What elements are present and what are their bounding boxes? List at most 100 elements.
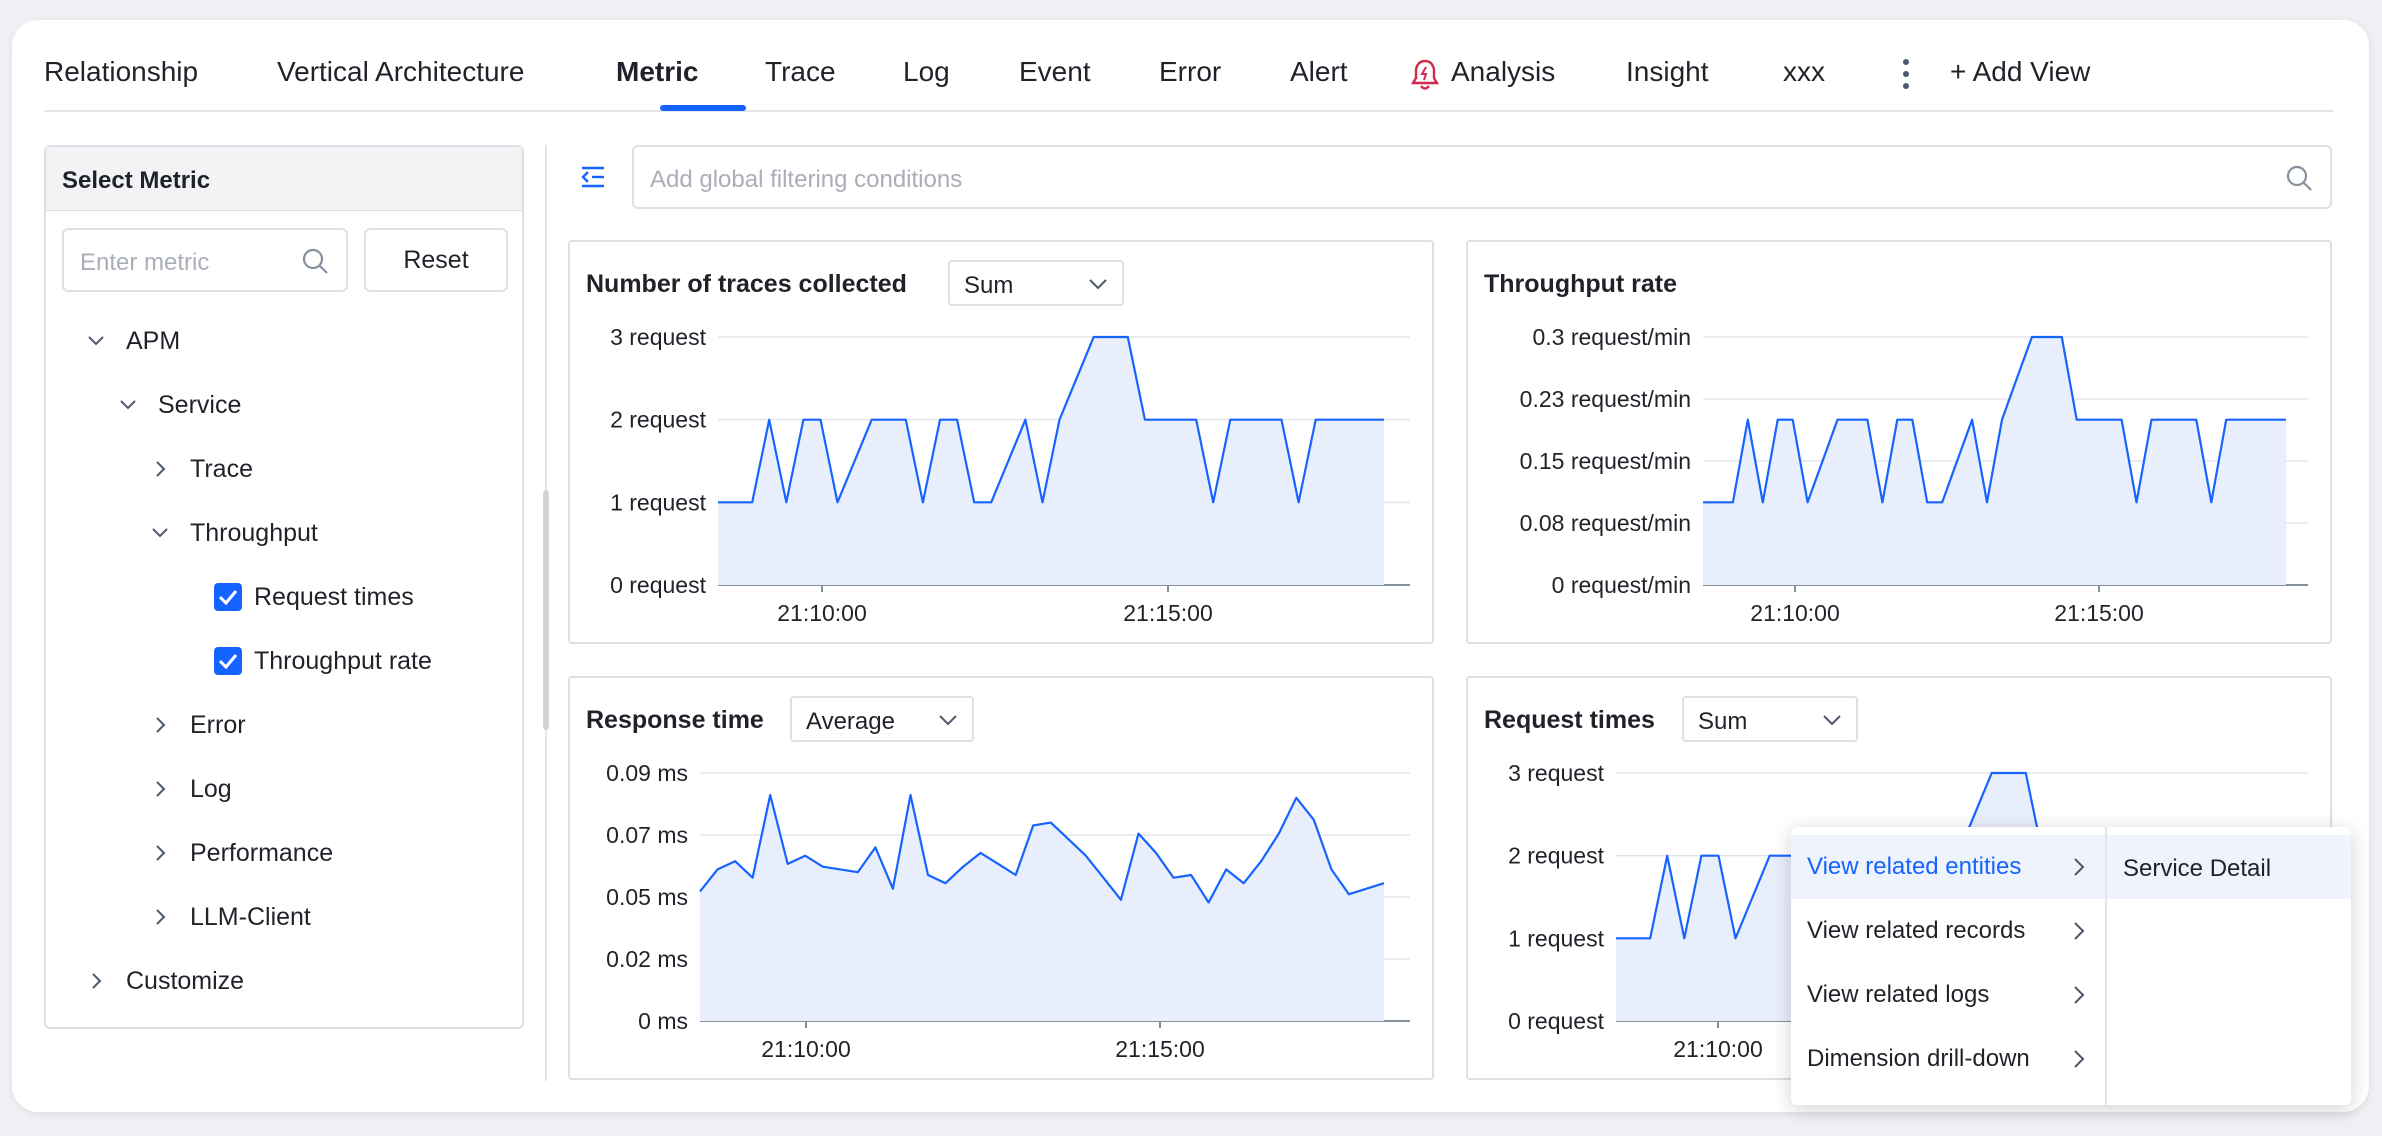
throughput-chart: 0 request/min 0.08 request/min 0.15 reques… [1520,324,2308,626]
x-tick-label: 21:10:00 [1750,600,1840,626]
chevron-right-icon[interactable] [150,907,170,927]
chevron-down-icon [1089,279,1107,290]
chevron-down-icon [1823,715,1841,726]
menu-item-label: View related entities [1807,853,2022,880]
search-icon [2286,165,2312,191]
x-tick-label: 21:10:00 [777,600,867,626]
chevron-down-icon[interactable] [150,523,170,543]
aggregation-select[interactable]: Sum [948,260,1124,306]
tab-relationship[interactable]: Relationship [44,56,199,87]
tab-analysis[interactable]: Analysis [1451,56,1556,87]
traces-chart: 0 request 1 request 2 request 3 request 21:1… [610,324,1410,626]
chevron-right-icon[interactable] [150,459,170,479]
global-filter-placeholder: Add global filtering conditions [650,166,963,193]
tree-item-apm[interactable]: APM [126,327,181,355]
chevron-right-icon [2074,986,2085,1004]
chart-card-response-time: Response time Average 0 ms 0.02 ms 0.05 ms… [568,676,1434,1080]
menu-item-view-related-logs[interactable]: View related logs [1791,963,2105,1027]
aggregation-value: Average [806,708,895,735]
chevron-right-icon[interactable] [150,843,170,863]
tab-xxx[interactable]: xxx [1783,56,1825,87]
aggregation-value: Sum [1698,708,1748,735]
reset-button[interactable]: Reset [364,228,508,292]
menu-item-view-related-entities[interactable]: View related entities [1791,835,2105,899]
chevron-right-icon[interactable] [86,971,106,991]
menu-item-label: View related logs [1807,981,1990,1008]
y-tick-label: 0.02 ms [606,946,688,972]
tab-log[interactable]: Log [903,56,950,87]
tab-error[interactable]: Error [1159,56,1222,87]
y-tick-label: 0.15 request/min [1520,448,1691,474]
tab-vertical-architecture[interactable]: Vertical Architecture [277,56,525,87]
menu-item-label: View related records [1807,917,2026,944]
y-tick-label: 0.07 ms [606,822,688,848]
y-tick-label: 0.09 ms [606,760,688,786]
tab-bar: Relationship Vertical Architecture Metri… [44,40,2333,112]
active-tab-indicator [660,105,746,111]
metric-search-placeholder: Enter metric [80,249,210,276]
y-tick-label: 0 request [610,572,707,598]
tree-item-throughput-rate[interactable]: Throughput rate [254,647,432,675]
x-tick-label: 21:15:00 [2054,600,2144,626]
aggregation-select[interactable]: Average [790,696,974,742]
chart-title: Request times [1484,706,1655,734]
x-tick-label: 21:15:00 [1115,1036,1205,1062]
context-menu: View related entities View related recor… [1791,827,2351,1105]
menu-divider [2105,827,2107,1105]
chevron-right-icon[interactable] [150,715,170,735]
tree-item-request-times[interactable]: Request times [254,583,414,611]
y-tick-label: 0.3 request/min [1532,324,1691,350]
y-tick-label: 2 request [610,407,707,433]
select-metric-panel: Select Metric Enter metric Reset APM Ser… [44,145,524,1029]
y-tick-label: 0 request/min [1552,572,1691,598]
tree-item-service[interactable]: Service [158,391,242,419]
tree-item-throughput[interactable]: Throughput [190,519,318,547]
tab-trace[interactable]: Trace [765,56,836,87]
menu-item-dimension-drill-down[interactable]: Dimension drill-down [1791,1027,2105,1091]
tab-insight[interactable]: Insight [1626,56,1709,87]
y-tick-label: 0.23 request/min [1520,386,1691,412]
x-tick-label: 21:10:00 [761,1036,851,1062]
tab-metric[interactable]: Metric [616,56,699,87]
tree-item-performance[interactable]: Performance [190,839,334,867]
search-icon [302,248,328,274]
chart-title: Response time [586,706,764,734]
y-tick-label: 1 request [1508,925,1605,951]
y-tick-label: 3 request [1508,760,1605,786]
menu-item-view-related-records[interactable]: View related records [1791,899,2105,963]
checkbox-checked-icon[interactable] [214,647,242,675]
global-filter-input[interactable]: Add global filtering conditions [632,145,2332,209]
chart-title: Number of traces collected [586,270,907,298]
series-line [718,335,1384,504]
aggregation-value: Sum [964,272,1014,299]
tree-item-llm-client[interactable]: LLM-Client [190,903,311,931]
y-tick-label: 2 request [1508,843,1605,869]
add-view-button[interactable]: + Add View [1950,56,2091,87]
response-time-chart: 0 ms 0.02 ms 0.05 ms 0.07 ms 0.09 ms 21:10:00… [606,760,1410,1062]
chevron-right-icon [2074,858,2085,876]
tree-item-customize[interactable]: Customize [126,967,245,995]
chevron-down-icon [939,715,957,726]
chevron-right-icon [2074,922,2085,940]
chevron-down-icon[interactable] [118,395,138,415]
tree-item-log[interactable]: Log [190,775,232,803]
aggregation-select[interactable]: Sum [1682,696,1858,742]
chevron-right-icon[interactable] [150,779,170,799]
series-line [1703,335,2286,504]
metric-search-input[interactable]: Enter metric [62,228,348,292]
x-tick-label: 21:15:00 [1123,600,1213,626]
collapse-sidebar-icon[interactable] [578,162,608,192]
chevron-down-icon[interactable] [86,331,106,351]
more-vertical-icon[interactable] [1900,56,1912,92]
checkbox-checked-icon[interactable] [214,583,242,611]
tab-event[interactable]: Event [1019,56,1091,87]
chart-card-throughput-rate: Throughput rate 0 request/min 0.08 reques… [1466,240,2332,644]
tab-alert[interactable]: Alert [1290,56,1348,87]
menu-item-label: Dimension drill-down [1807,1045,2030,1072]
y-tick-label: 0.08 request/min [1520,510,1691,536]
tree-item-error[interactable]: Error [190,711,246,739]
x-tick-label: 21:10:00 [1673,1036,1763,1062]
tree-item-trace[interactable]: Trace [190,455,253,483]
sidebar-scrollbar[interactable] [543,490,549,730]
submenu-item-service-detail[interactable]: Service Detail [2107,835,2351,899]
